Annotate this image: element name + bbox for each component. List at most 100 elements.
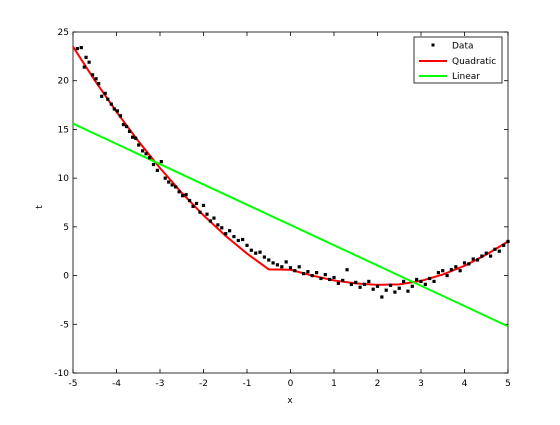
x-tick-label: -2 — [199, 379, 208, 389]
data-point — [467, 262, 471, 266]
data-point — [151, 162, 156, 167]
data-point — [134, 136, 138, 140]
y-tick-label: 15 — [58, 125, 69, 135]
x-tick-label: 5 — [505, 379, 511, 389]
data-point — [118, 114, 123, 118]
data-point — [170, 183, 174, 187]
data-point — [163, 176, 167, 180]
data-point — [159, 159, 163, 164]
data-point — [216, 223, 220, 227]
data-point — [100, 94, 104, 98]
data-point — [167, 180, 171, 184]
data-point — [284, 260, 288, 264]
y-axis-label: t — [35, 205, 45, 209]
y-tick-label: 10 — [58, 174, 70, 184]
data-point — [112, 107, 116, 111]
legend: Data Quadratic Linear — [413, 36, 503, 84]
data-point — [336, 281, 340, 285]
data-point — [177, 190, 181, 194]
data-point — [341, 278, 345, 283]
data-point — [109, 102, 113, 106]
data-point — [484, 251, 488, 255]
x-tick-label: -3 — [156, 379, 165, 389]
data-points — [75, 45, 510, 299]
data-point — [187, 198, 192, 203]
x-tick-label: 3 — [418, 379, 424, 389]
data-point — [310, 273, 314, 278]
data-point — [275, 263, 280, 267]
data-point — [458, 269, 462, 273]
data-point — [506, 239, 510, 244]
data-point — [362, 282, 367, 286]
data-point — [121, 122, 126, 127]
data-point — [79, 45, 83, 50]
data-point — [258, 250, 262, 254]
data-point — [115, 109, 119, 113]
data-point — [127, 129, 132, 133]
data-point — [201, 203, 206, 208]
data-point — [82, 65, 86, 69]
data-point — [375, 284, 380, 288]
data-point — [354, 280, 358, 284]
data-point — [228, 229, 232, 233]
data-point — [131, 135, 135, 139]
data-point — [236, 238, 240, 243]
data-point — [147, 156, 152, 160]
x-axis-ticks: -5 -4 -3 -2 -1 0 1 2 3 4 5 — [69, 32, 511, 389]
data-point — [181, 194, 185, 198]
data-point — [271, 261, 275, 265]
data-point — [410, 284, 414, 288]
data-point — [106, 97, 110, 101]
data-point — [241, 237, 245, 242]
plot-area — [72, 31, 509, 374]
data-point — [293, 269, 297, 273]
x-tick-label: 2 — [375, 379, 381, 389]
data-point — [480, 254, 484, 258]
y-tick-label: 5 — [63, 223, 69, 233]
data-point — [493, 247, 497, 251]
data-point — [380, 295, 384, 299]
data-point — [384, 288, 388, 292]
data-point — [388, 283, 393, 287]
data-point — [436, 271, 440, 275]
data-point — [224, 232, 228, 236]
data-point — [419, 279, 423, 284]
data-point — [367, 279, 371, 284]
x-tick-label: -1 — [243, 379, 252, 389]
data-point — [471, 257, 475, 261]
data-point — [441, 269, 445, 273]
y-tick-label: 25 — [58, 28, 69, 38]
data-point — [262, 255, 266, 259]
x-tick-label: 4 — [462, 379, 468, 389]
data-point — [315, 271, 319, 275]
data-point — [137, 143, 141, 147]
data-point — [220, 226, 224, 230]
data-point — [212, 216, 216, 220]
data-point — [449, 268, 454, 272]
data-point — [245, 243, 249, 247]
data-point — [402, 279, 406, 284]
data-point — [144, 152, 148, 156]
data-point — [90, 73, 95, 77]
data-point — [358, 285, 362, 289]
data-point — [297, 265, 301, 269]
data-point — [371, 287, 375, 291]
x-tick-label: -5 — [69, 379, 78, 389]
data-point — [267, 258, 271, 262]
data-point — [454, 265, 458, 269]
data-point — [489, 254, 493, 258]
data-point — [184, 193, 188, 197]
data-point — [232, 235, 236, 239]
data-point — [94, 77, 98, 81]
data-point — [97, 82, 101, 86]
x-tick-label: -4 — [112, 379, 121, 389]
data-point — [198, 210, 202, 214]
data-point — [75, 46, 79, 51]
data-point — [332, 275, 336, 280]
data-point — [328, 277, 332, 282]
data-point — [306, 270, 310, 274]
data-point — [155, 168, 159, 172]
data-point — [345, 268, 349, 272]
